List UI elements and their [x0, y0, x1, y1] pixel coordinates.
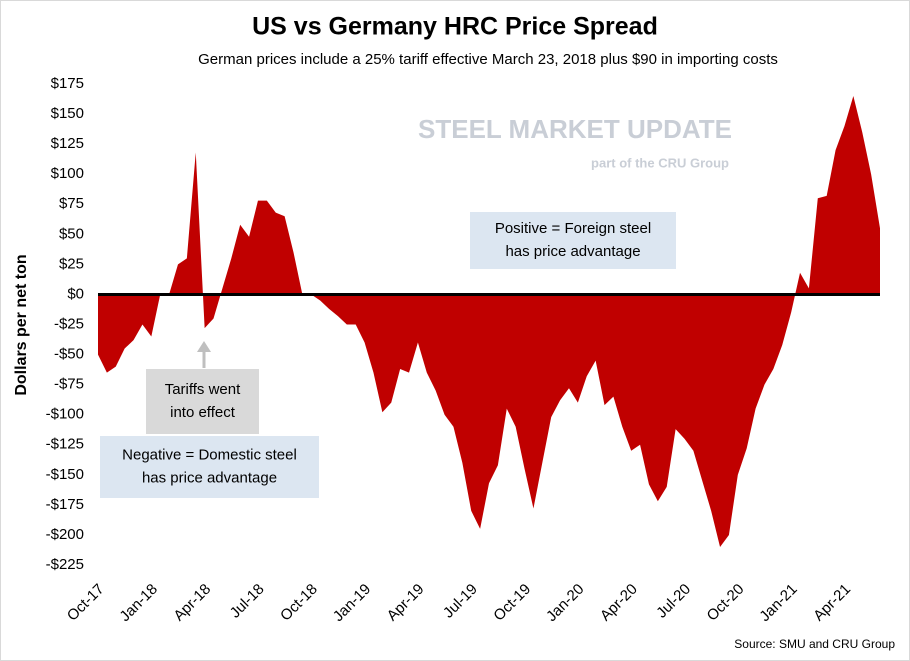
logo-tagline: part of the CRU Group — [591, 155, 729, 170]
y-tick-label: $175 — [51, 75, 84, 92]
annotation-text: into effect — [170, 404, 236, 421]
y-tick-label: $125 — [51, 135, 84, 152]
annotation-text: has price advantage — [505, 243, 640, 260]
y-tick-label: -$225 — [46, 556, 84, 573]
y-tick-label: $25 — [59, 255, 84, 272]
annotation-box — [470, 212, 676, 269]
annotation-box — [100, 436, 319, 498]
annotation-box — [146, 369, 259, 434]
y-tick-label: -$75 — [54, 376, 84, 393]
y-tick-label: $150 — [51, 105, 84, 122]
y-tick-label: $75 — [59, 195, 84, 212]
y-tick-label: -$150 — [46, 466, 84, 483]
annotation-text: has price advantage — [142, 469, 277, 486]
logo-name: STEEL MARKET UPDATE — [418, 114, 732, 144]
y-tick-label: -$125 — [46, 436, 84, 453]
chart-title: US vs Germany HRC Price Spread — [252, 13, 658, 41]
y-tick-label: -$200 — [46, 526, 84, 543]
y-tick-label: -$25 — [54, 315, 84, 332]
annotation-arrowhead — [197, 341, 211, 352]
y-axis-label: Dollars per net ton — [13, 254, 30, 395]
source: Source: SMU and CRU Group — [734, 637, 895, 651]
y-tick-label: -$50 — [54, 346, 84, 363]
y-tick-label: $0 — [67, 285, 84, 302]
area — [98, 96, 880, 547]
chart-subtitle: German prices include a 25% tariff effec… — [198, 51, 778, 68]
y-tick-label: -$175 — [46, 496, 84, 513]
annotation-text: Tariffs went — [165, 381, 241, 398]
y-tick-label: $100 — [51, 165, 84, 182]
annotation-text: Positive = Foreign steel — [495, 220, 651, 237]
annotation-text: Negative = Domestic steel — [122, 446, 297, 463]
y-tick-label: $50 — [59, 225, 84, 242]
y-tick-label: -$100 — [46, 406, 84, 423]
